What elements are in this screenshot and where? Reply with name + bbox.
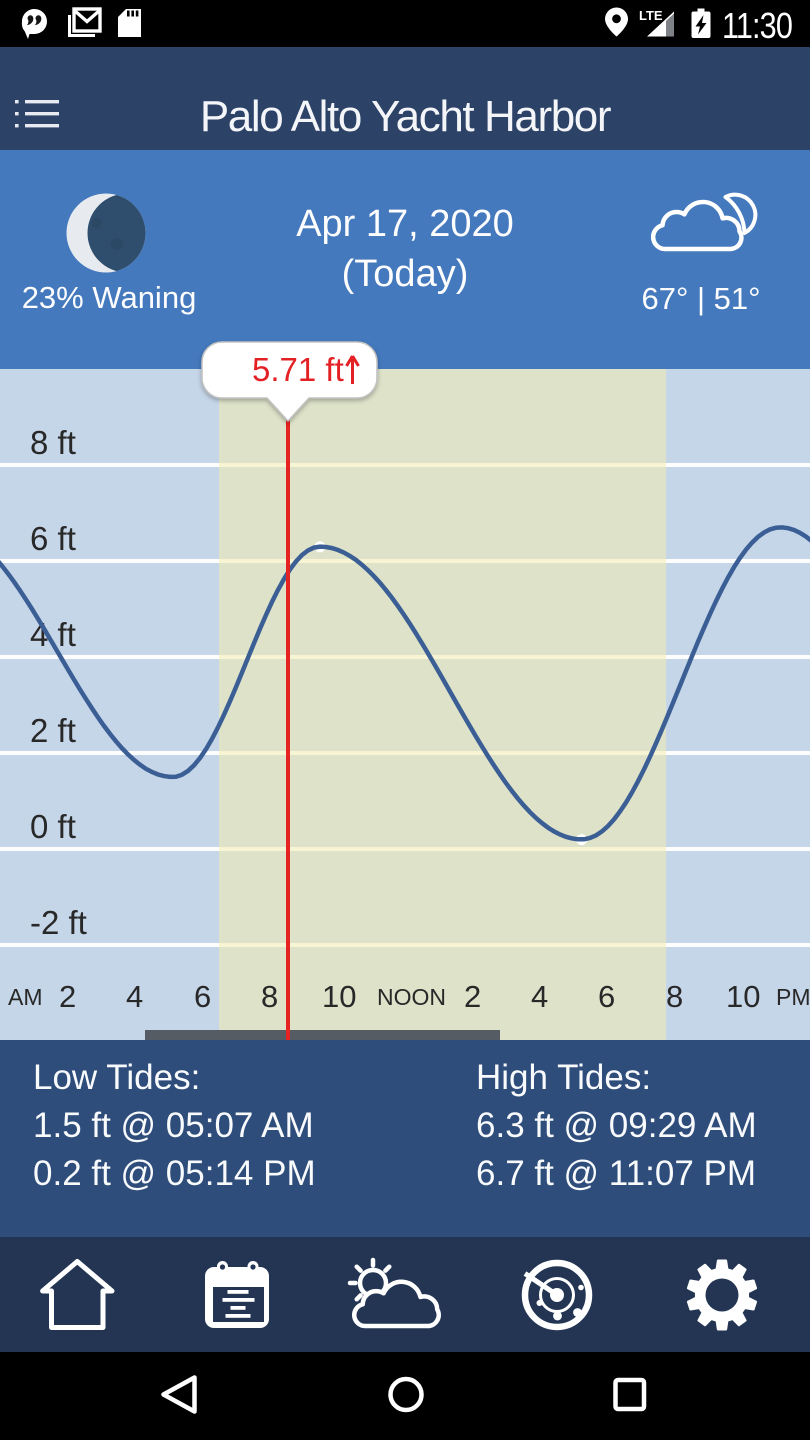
svg-text:5.71 ft: 5.71 ft: [252, 351, 344, 388]
svg-text:LTE: LTE: [639, 8, 663, 23]
